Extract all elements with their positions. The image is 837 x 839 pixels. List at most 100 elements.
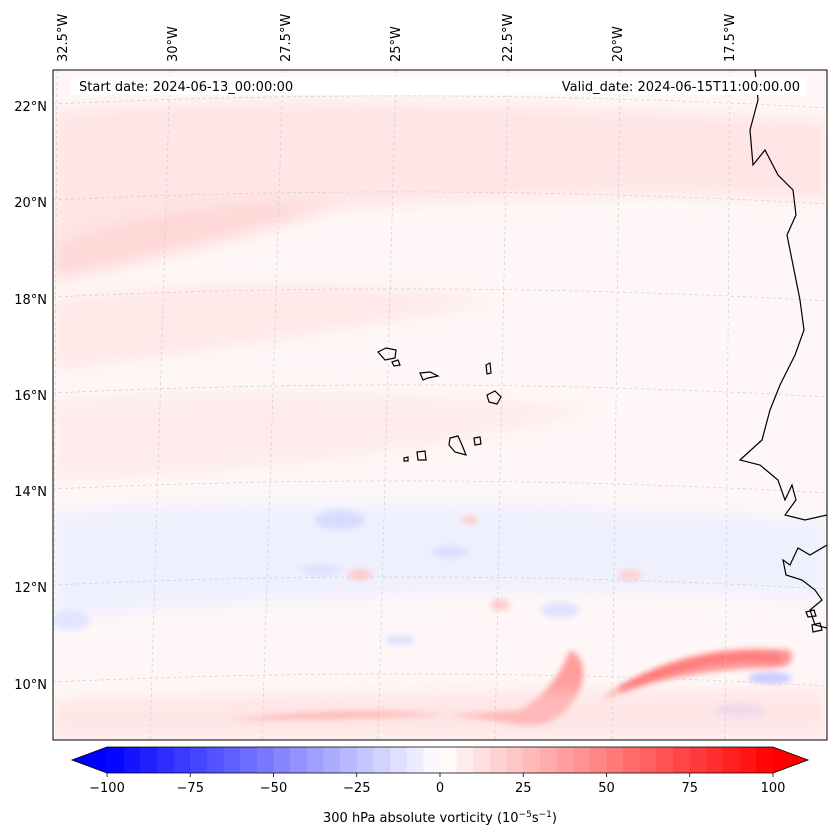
colorbar-tick-label: −100 — [89, 781, 125, 796]
colorbar-segment — [656, 747, 674, 773]
vorticity-positive-region — [53, 690, 827, 740]
valid-date-label: Valid_date: 2024-06-15T11:00:00.00 — [562, 80, 800, 95]
colorbar-segment — [256, 747, 274, 773]
colorbar-segment — [290, 747, 308, 773]
colorbar-tick-label: −75 — [177, 781, 204, 796]
latitude-labels: 22°N 20°N 18°N 16°N 14°N 12°N 10°N — [14, 100, 47, 693]
lat-label: 14°N — [14, 485, 47, 500]
colorbar-segment — [506, 747, 524, 773]
lat-label: 18°N — [14, 293, 47, 308]
colorbar-segment — [589, 747, 607, 773]
colorbar-segment — [440, 747, 458, 773]
colorbar-segment — [390, 747, 408, 773]
vorticity-strong-band — [600, 648, 792, 700]
vorticity-negative-blob — [432, 545, 468, 559]
colorbar-segment — [489, 747, 508, 773]
island-boa-vista — [486, 390, 502, 405]
lat-label: 12°N — [14, 581, 47, 596]
colorbar-segment — [473, 747, 491, 773]
lon-label: 32.5°W — [56, 14, 71, 62]
colorbar-tick-label: 100 — [761, 781, 786, 796]
island-santiago — [448, 435, 468, 456]
map-area — [53, 70, 827, 740]
lon-label: 30°W — [166, 26, 181, 62]
colorbar-segment — [556, 747, 574, 773]
colorbar-max-extension — [773, 747, 808, 773]
start-date-label: Start date: 2024-06-13_00:00:00 — [79, 80, 293, 95]
colorbar-segment — [706, 747, 724, 773]
colorbar-segment — [689, 747, 707, 773]
colorbar-segment — [107, 747, 125, 773]
colorbar: −100 −75 −50 −25 0 25 50 75 100 300 hPa absolute… — [70, 746, 810, 826]
colorbar-segment — [623, 747, 641, 773]
lon-label: 27.5°W — [279, 14, 294, 62]
colorbar-segment — [306, 747, 324, 773]
bijagos-islands — [805, 609, 823, 633]
graticule — [53, 70, 827, 740]
colorbar-segment — [140, 747, 158, 773]
colorbar-segment — [373, 747, 391, 773]
vorticity-positive-region — [53, 285, 500, 370]
guinea-bissau-coastline — [782, 544, 827, 629]
colorbar-segment — [273, 747, 291, 773]
colorbar-segment — [406, 747, 424, 773]
colorbar-segment — [539, 747, 558, 773]
colorbar-segment — [639, 747, 657, 773]
colorbar-segment — [523, 747, 541, 773]
lon-label: 22.5°W — [501, 14, 516, 62]
lon-label: 25°W — [389, 26, 404, 62]
colorbar-segment — [173, 747, 191, 773]
vorticity-strong-core — [618, 653, 781, 693]
date-header-box — [71, 77, 807, 95]
colorbar-segment — [356, 747, 374, 773]
vorticity-negative-blob — [315, 510, 365, 530]
vorticity-positive-blob — [462, 515, 478, 525]
colorbar-min-extension — [72, 747, 107, 773]
colorbar-label: 300 hPa absolute vorticity (10−5s−1) — [323, 810, 557, 826]
island-fogo — [416, 450, 427, 461]
colorbar-segment — [206, 747, 225, 773]
vorticity-negative-blob — [540, 602, 580, 618]
island-sao-vicente — [391, 359, 401, 367]
vorticity-negative-blob — [748, 672, 792, 684]
island-maio — [473, 436, 482, 446]
vorticity-negative-blob — [53, 610, 90, 630]
island-sal — [485, 362, 492, 375]
coastlines — [377, 70, 827, 633]
island-santo-antao — [377, 347, 397, 361]
vorticity-positive-region — [53, 392, 600, 480]
colorbar-segment — [423, 747, 441, 773]
colorbar-segment — [156, 747, 175, 773]
colorbar-segment — [573, 747, 591, 773]
colorbar-tick-label: 0 — [436, 781, 444, 796]
colorbar-tick-label: 50 — [598, 781, 615, 796]
colorbar-tick-label: 25 — [515, 781, 532, 796]
colorbar-segment — [723, 747, 741, 773]
vorticity-positive-blob — [490, 599, 510, 611]
colorbar-segment — [223, 747, 241, 773]
lat-label: 22°N — [14, 100, 47, 115]
vorticity-field — [53, 102, 827, 740]
lon-label: 17.5°W — [723, 14, 738, 62]
lat-label: 20°N — [14, 196, 47, 211]
lat-label: 10°N — [14, 678, 47, 693]
vorticity-negative-blob — [385, 634, 415, 646]
island-sao-nicolau — [419, 371, 440, 381]
colorbar-segment — [456, 747, 474, 773]
colorbar-segment — [606, 747, 624, 773]
vorticity-negative-blob — [300, 564, 340, 576]
colorbar-segment — [673, 747, 691, 773]
colorbar-segment — [340, 747, 358, 773]
colorbar-segment — [123, 747, 141, 773]
lat-label: 16°N — [14, 389, 47, 404]
colorbar-segment — [323, 747, 341, 773]
colorbar-segments — [107, 747, 774, 773]
colorbar-tick-label: −50 — [260, 781, 287, 796]
map-frame — [52, 69, 828, 741]
colorbar-ticks: −100 −75 −50 −25 0 25 50 75 100 — [89, 773, 785, 796]
vorticity-positive-blob — [618, 569, 642, 581]
vorticity-negative-region — [53, 502, 827, 620]
vorticity-positive-region — [53, 102, 827, 240]
vorticity-positive-region — [53, 204, 330, 280]
